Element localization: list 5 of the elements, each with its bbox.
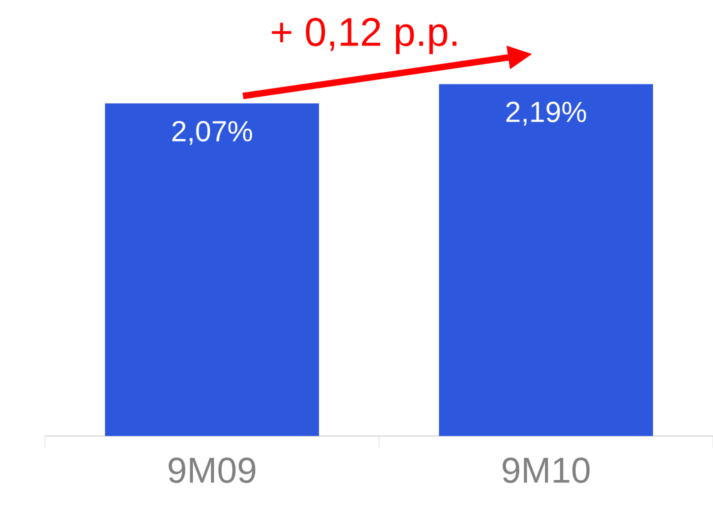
x-tick-label: 9M09 (168, 458, 256, 483)
data-label: 2,19% (506, 102, 586, 126)
text: + 0,12 p.p. (272, 18, 456, 54)
data-label: 2,07% (172, 120, 252, 145)
x-tick-label: 9M10 (502, 458, 590, 483)
